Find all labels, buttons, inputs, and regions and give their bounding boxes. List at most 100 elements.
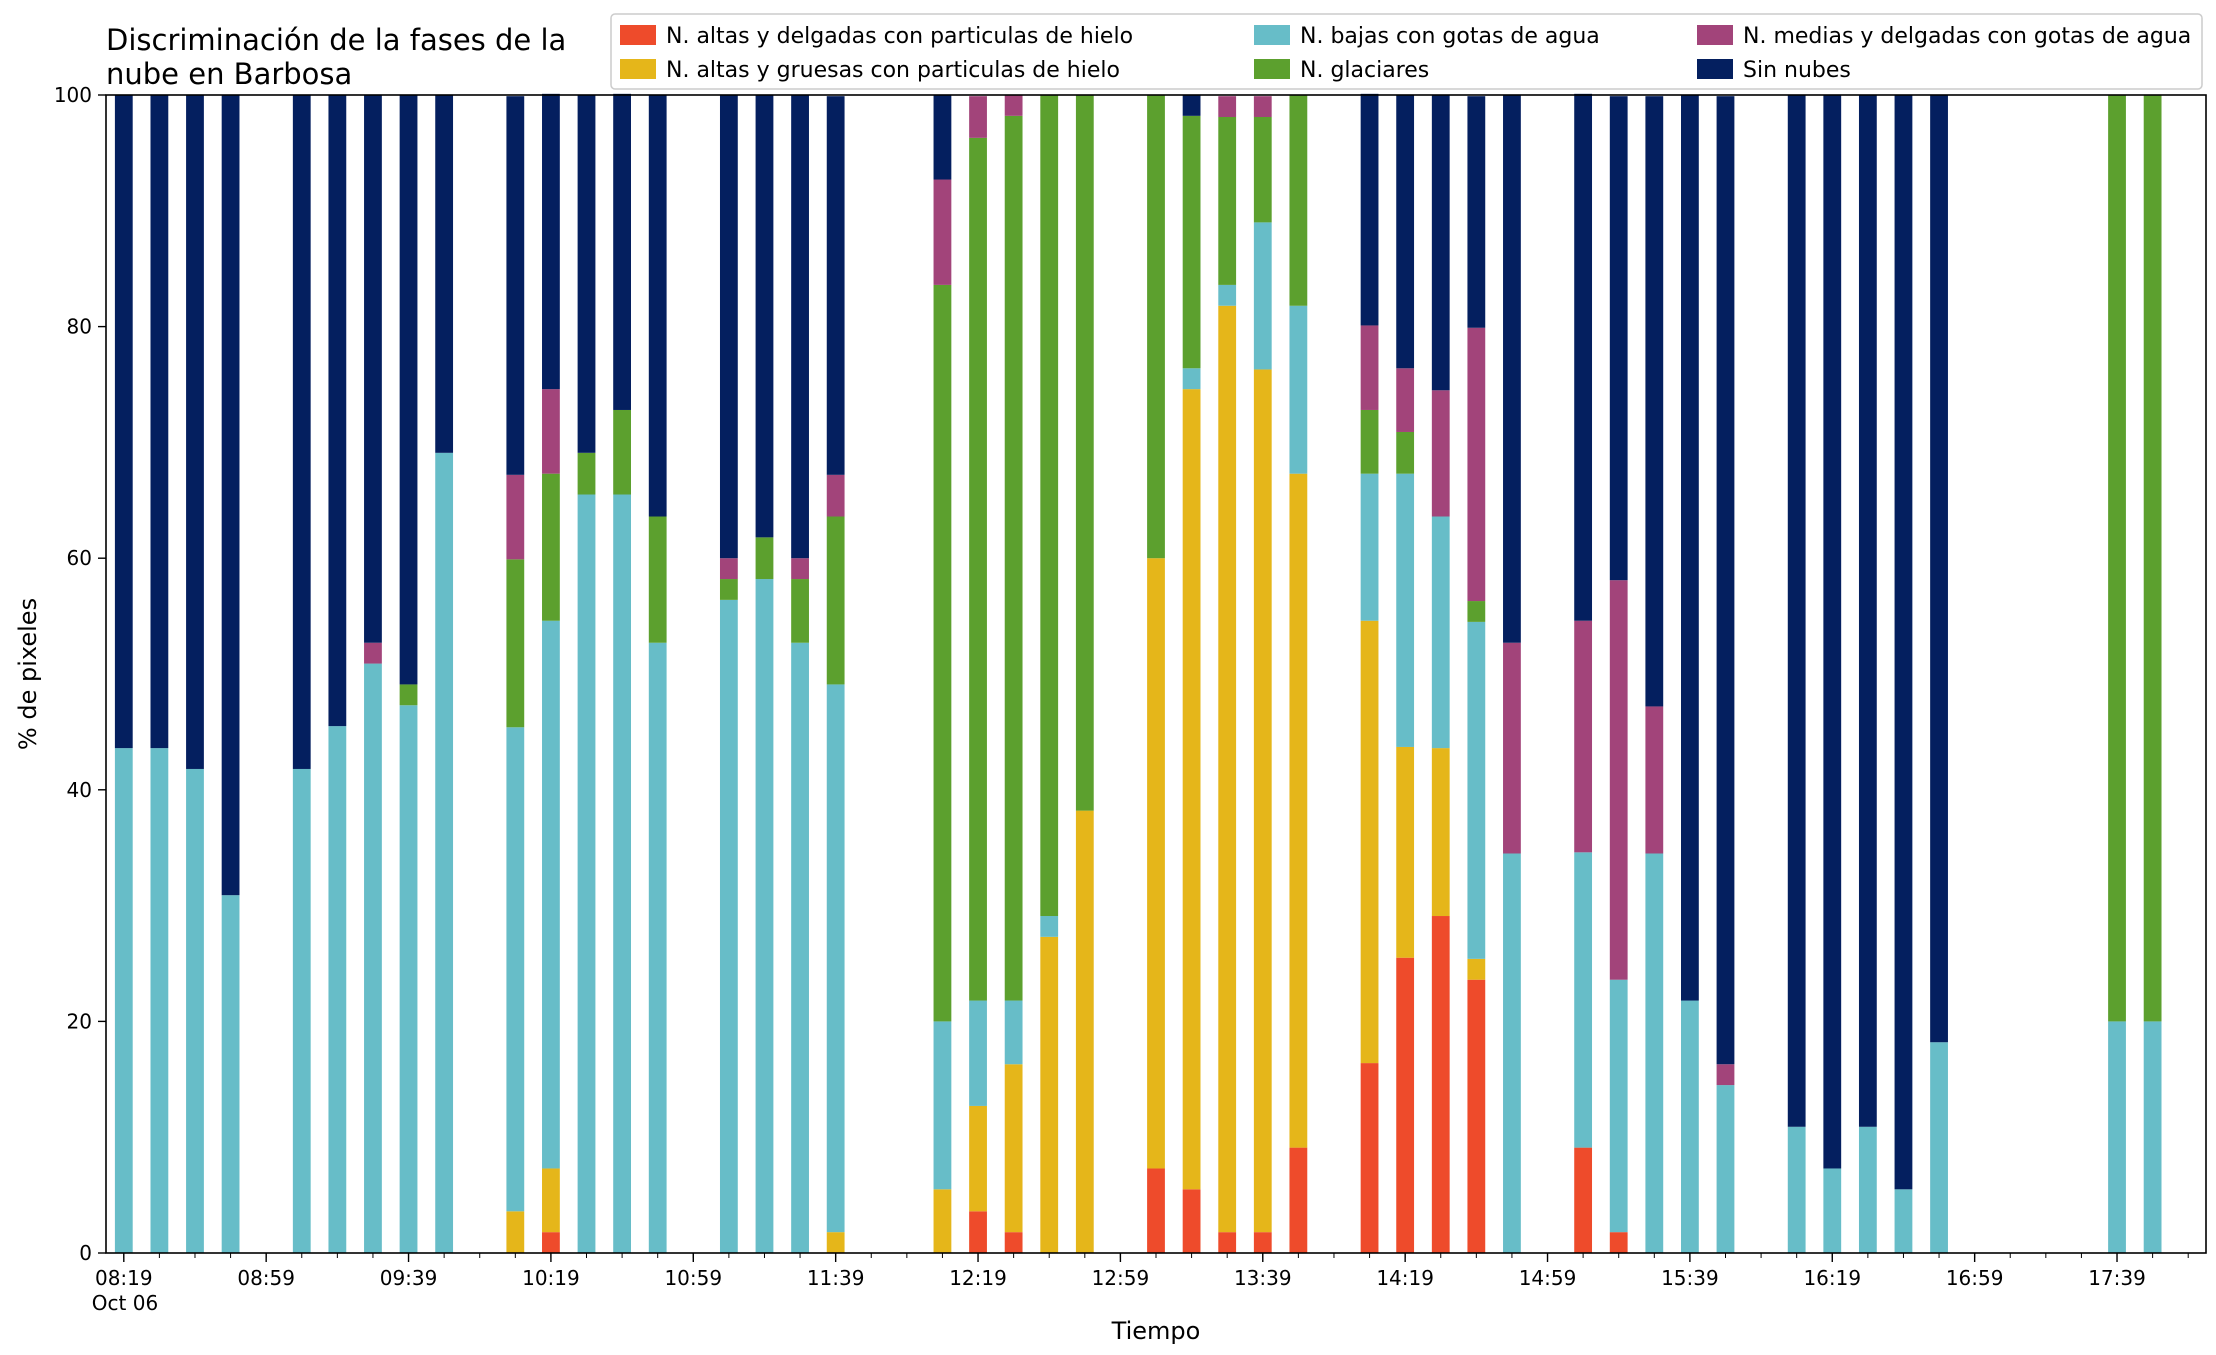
- bar-segment-altas-gruesas: [1075, 810, 1094, 1253]
- bar-segment-altas-gruesas: [1289, 473, 1308, 1148]
- y-tick-label: 20: [67, 1009, 92, 1033]
- legend-swatch: [1254, 59, 1290, 79]
- bar-segment-medias: [791, 558, 809, 580]
- legend-swatch: [1697, 59, 1733, 79]
- bar-segment-medias: [933, 179, 952, 285]
- bar-segment-medias: [542, 389, 560, 474]
- legend-label: N. glaciares: [1300, 58, 1429, 83]
- bar-segment-bajas: [1431, 516, 1450, 749]
- bar-segment-sin-nubes: [114, 95, 133, 749]
- bar-segment-sin-nubes: [186, 95, 204, 769]
- x-tick-label: 16:59: [1946, 1266, 2004, 1290]
- bar-segment-sin-nubes: [1467, 96, 1486, 328]
- bar-segment-bajas: [1289, 305, 1308, 474]
- bar-segment-altas-gruesas: [1467, 958, 1486, 980]
- bar-segment-sin-nubes: [1645, 96, 1664, 707]
- bar-segment-bajas: [1858, 1126, 1877, 1253]
- bar-segment-sin-nubes: [1609, 96, 1628, 581]
- bar-segment-sin-nubes: [719, 95, 738, 559]
- bar-segment-sin-nubes: [648, 95, 667, 517]
- x-axis-title: Tiempo: [1111, 1317, 1201, 1345]
- bar-segment-altas-delgadas: [1004, 1232, 1023, 1253]
- bar-segment-altas-gruesas: [826, 1232, 845, 1253]
- bar-segment-bajas: [2108, 1021, 2126, 1253]
- bar-segment-glaciares: [1147, 95, 1165, 559]
- bar-segment-medias: [1004, 95, 1023, 116]
- bar-segment-altas-gruesas: [506, 1211, 525, 1253]
- bar-segment-medias: [1396, 368, 1415, 432]
- bar-segment-bajas: [1503, 853, 1521, 1253]
- bar-segment-glaciares: [719, 579, 738, 600]
- x-tick-label: 17:39: [2088, 1266, 2146, 1290]
- bar-segment-sin-nubes: [613, 93, 631, 410]
- bar-segment-glaciares: [1182, 115, 1201, 369]
- bar-segment-altas-gruesas: [1431, 748, 1450, 917]
- bar-segment-altas-delgadas: [1253, 1232, 1272, 1253]
- y-tick-label: 0: [79, 1241, 92, 1265]
- bar-segment-sin-nubes: [577, 95, 596, 453]
- bar-segment-sin-nubes: [435, 95, 454, 453]
- bar-segment-glaciares: [1004, 115, 1023, 1001]
- bar-segment-medias: [719, 558, 738, 580]
- bar-segment-sin-nubes: [1396, 95, 1415, 369]
- bar-segment-altas-delgadas: [1182, 1189, 1201, 1253]
- y-tick-label: 100: [54, 83, 92, 107]
- bar-segment-medias: [1716, 1064, 1735, 1086]
- legend-swatch: [620, 25, 656, 45]
- legend-label: N. medias y delgadas con gotas de agua: [1743, 24, 2191, 49]
- bar-segment-sin-nubes: [542, 93, 560, 390]
- x-tick-label: 09:39: [380, 1266, 438, 1290]
- x-tick-label: 15:39: [1661, 1266, 1719, 1290]
- x-tick-label: 12:19: [949, 1266, 1007, 1290]
- bar-segment-bajas: [1823, 1168, 1842, 1253]
- bar-segment-altas-delgadas: [969, 1211, 987, 1253]
- bar-segment-bajas: [791, 642, 809, 1253]
- bar-segment-medias: [1360, 325, 1379, 410]
- legend-label: N. altas y delgadas con particulas de hi…: [666, 24, 1133, 49]
- x-tick-sublabel: Oct 06: [92, 1291, 158, 1315]
- bar-segment-medias: [1574, 620, 1593, 853]
- bar-segment-sin-nubes: [150, 95, 169, 749]
- bar-segment-sin-nubes: [1431, 95, 1450, 391]
- legend-label: N. bajas con gotas de agua: [1300, 24, 1600, 49]
- legend-swatch: [1697, 25, 1733, 45]
- bar-segment-medias: [1645, 706, 1664, 854]
- bar-segment-bajas: [1467, 621, 1486, 959]
- bar-segment-sin-nubes: [1716, 96, 1735, 1065]
- x-tick-label: 14:19: [1376, 1266, 1434, 1290]
- bar-segment-bajas: [542, 620, 560, 1169]
- bar-segment-glaciares: [2108, 95, 2126, 1022]
- bar-segment-bajas: [1681, 1000, 1699, 1253]
- bar-segment-altas-gruesas: [1182, 389, 1201, 1190]
- bar-segment-bajas: [613, 494, 631, 1253]
- x-tick-label: 08:19: [95, 1266, 153, 1290]
- bar-segment-altas-gruesas: [969, 1105, 987, 1212]
- bar-segment-glaciares: [1040, 95, 1059, 917]
- bar-segment-glaciares: [613, 409, 631, 495]
- bar-segment-sin-nubes: [506, 96, 525, 475]
- legend: N. altas y delgadas con particulas de hi…: [610, 13, 2203, 90]
- bar-segment-bajas: [719, 599, 738, 1253]
- bar-segment-sin-nubes: [1681, 95, 1699, 1001]
- bar-segment-bajas: [1609, 979, 1628, 1233]
- bar-segment-altas-gruesas: [1396, 746, 1415, 958]
- x-tick-label: 08:59: [237, 1266, 295, 1290]
- bar-segment-bajas: [648, 642, 667, 1253]
- bar-segment-sin-nubes: [1182, 95, 1201, 116]
- bar-segment-glaciares: [577, 452, 596, 495]
- bar-segment-altas-gruesas: [542, 1168, 560, 1233]
- bar-segment-bajas: [2143, 1021, 2162, 1253]
- bar-segment-altas-gruesas: [1004, 1064, 1023, 1233]
- bar-segment-bajas: [826, 684, 845, 1233]
- bar-segment-bajas: [1716, 1085, 1735, 1253]
- bar-segment-medias: [364, 642, 382, 664]
- legend-swatch: [620, 59, 656, 79]
- bar-segment-bajas: [577, 494, 596, 1253]
- bar-segment-sin-nubes: [826, 96, 845, 475]
- bar-segment-bajas: [435, 452, 454, 1253]
- x-tick-label: 12:59: [1092, 1266, 1150, 1290]
- bar-segment-altas-delgadas: [1147, 1168, 1165, 1253]
